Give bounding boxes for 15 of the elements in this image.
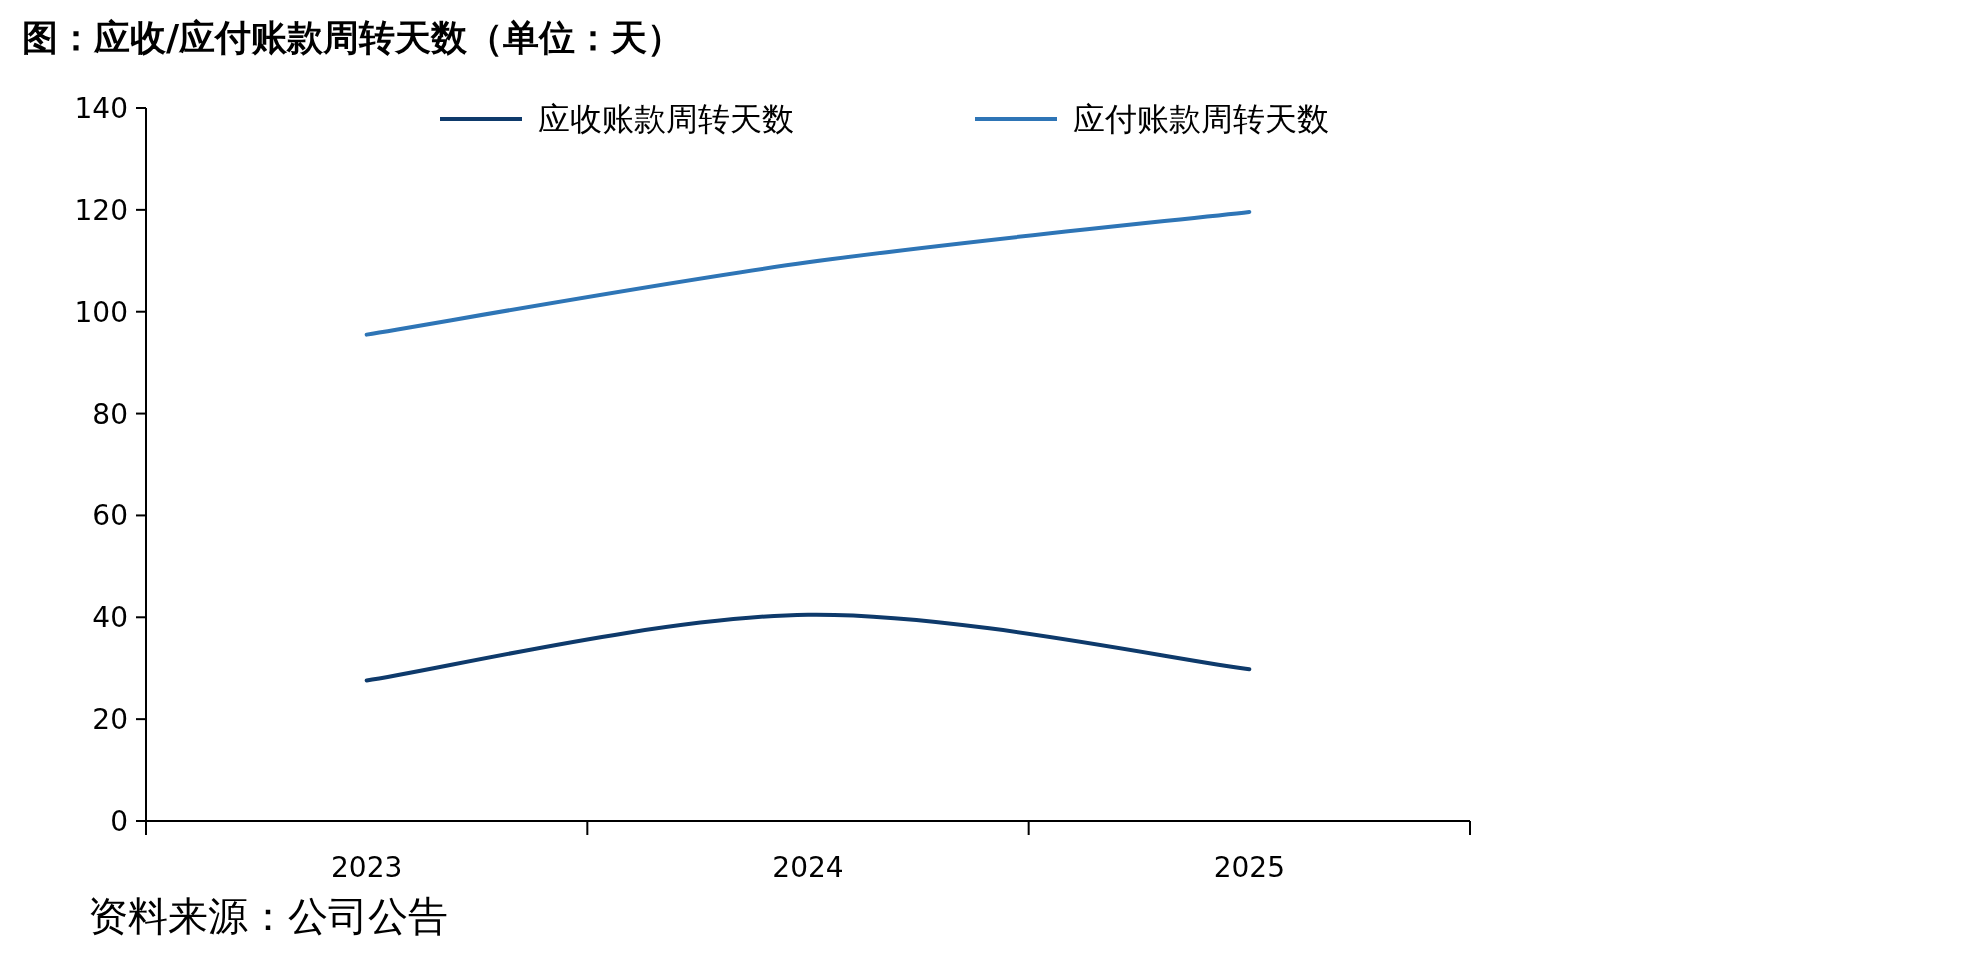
y-tick-label: 60 [92, 499, 128, 533]
x-tick-label: 2025 [1213, 851, 1285, 884]
legend-label: 应付账款周转天数 [1073, 100, 1329, 138]
x-tick-label: 2024 [772, 851, 844, 884]
y-tick-label: 0 [110, 805, 128, 838]
y-tick-label: 20 [92, 703, 128, 737]
x-tick-label: 2023 [331, 851, 403, 884]
y-tick-label: 40 [92, 601, 128, 635]
chart-title: 图：应收/应付账款周转天数（单位：天） [22, 17, 684, 58]
text: 资料来源：公司公告 [88, 893, 448, 939]
y-tick-label: 140 [74, 92, 128, 125]
y-tick-label: 100 [74, 295, 128, 329]
y-tick-label: 120 [74, 193, 128, 227]
y-tick-label: 80 [92, 397, 128, 431]
legend-label: 应收账款周转天数 [538, 100, 794, 138]
